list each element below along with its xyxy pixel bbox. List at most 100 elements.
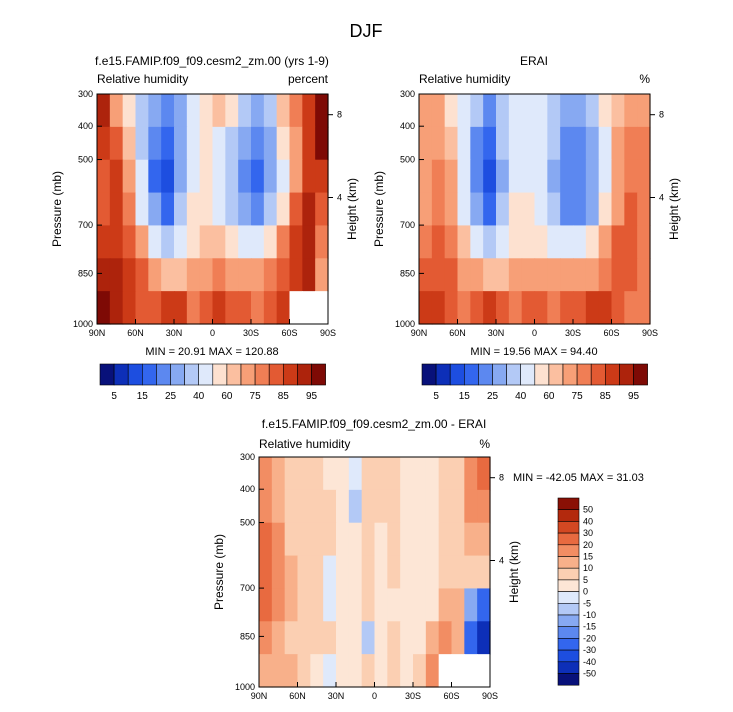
heatmap-cell — [251, 291, 265, 325]
heatmap-cell — [238, 225, 252, 259]
heatmap-cell — [297, 555, 311, 590]
y2-axis-label: Height (km) — [345, 178, 359, 240]
heatmap-cell — [425, 555, 440, 590]
heatmap-cell — [289, 192, 303, 227]
heatmap-cell — [186, 258, 201, 292]
y-tick-label: 400 — [240, 484, 255, 494]
panel-diff-right-label: % — [479, 437, 490, 451]
heatmap-cell — [521, 225, 536, 259]
heatmap-cell — [496, 258, 510, 292]
heatmap-cell — [109, 126, 124, 161]
heatmap-cell — [585, 192, 600, 227]
colorbar-erai: 5 15 25 40 60 75 85 95 — [421, 363, 648, 402]
heatmap-cell — [276, 225, 291, 259]
heatmap-cell — [624, 192, 638, 227]
heatmap-cell — [336, 621, 350, 655]
heatmap-cell — [97, 291, 111, 325]
heatmap-cell — [271, 457, 286, 491]
heatmap-cell — [425, 522, 440, 557]
heatmap-cell — [276, 291, 291, 325]
heatmap-cell — [464, 588, 478, 622]
heatmap-cell — [470, 192, 484, 227]
heatmap-cell — [263, 225, 278, 259]
heatmap-cell — [302, 225, 316, 259]
heatmap-cell — [97, 225, 111, 259]
heatmap-cell — [464, 654, 478, 688]
heatmap-cell — [521, 126, 536, 161]
colorbar-label: -15 — [583, 622, 596, 632]
heatmap-cell — [413, 522, 427, 557]
heatmap-cell — [451, 522, 465, 557]
heatmap-cell — [348, 555, 363, 590]
panel-erai-stats: MIN = 19.56 MAX = 94.40 — [470, 346, 597, 358]
heatmap-cell — [271, 654, 286, 688]
heatmap-cell — [496, 192, 510, 227]
heatmap-cell — [302, 291, 316, 325]
colorbar-swatch — [478, 363, 493, 386]
heatmap-cell — [276, 192, 291, 227]
heatmap-cell — [508, 258, 523, 292]
heatmap-cell — [547, 126, 561, 161]
heatmap-cell — [323, 588, 337, 622]
heatmap-cell — [431, 126, 446, 161]
heatmap-cell — [400, 522, 414, 557]
panel-erai-plot: 90N 60N 30N 0 30S 60S 90S 300 400 500 700 850 1000 8 4… — [372, 89, 681, 338]
heatmap-cell — [444, 126, 459, 161]
heatmap-cell — [122, 192, 137, 227]
heatmap-cell — [289, 94, 303, 128]
heatmap-cell — [419, 291, 433, 325]
y2-tick-label: 8 — [659, 110, 664, 120]
colorbar-swatch — [534, 363, 550, 386]
heatmap-cell — [585, 94, 600, 128]
heatmap-cell — [496, 126, 510, 161]
heatmap-cell — [496, 291, 510, 325]
heatmap-cell — [251, 192, 265, 227]
heatmap-cell — [289, 126, 303, 161]
y-tick-label: 850 — [240, 631, 255, 641]
heatmap-cell — [302, 159, 316, 194]
heatmap-cell — [109, 159, 124, 194]
heatmap-cell — [611, 258, 625, 292]
colorbar-swatch — [590, 363, 606, 386]
heatmap-cell — [263, 258, 278, 292]
heatmap-cell — [251, 225, 265, 259]
y-tick-label: 400 — [400, 121, 415, 131]
heatmap-cell — [425, 588, 440, 622]
heatmap-cell — [323, 457, 337, 491]
heatmap-cell — [457, 159, 471, 194]
heatmap-cell — [297, 588, 311, 622]
heatmap-cell — [374, 489, 388, 524]
colorbar-label: -40 — [583, 657, 596, 667]
colorbar-label: 60 — [543, 391, 555, 402]
colorbar-label: 40 — [515, 391, 527, 402]
heatmap-cell — [534, 126, 548, 161]
heatmap-cell — [199, 192, 214, 227]
panel-erai: ERAI Relative humidity % 90N 60N 30N 0 30S 60… — [372, 54, 681, 358]
heatmap-cell — [199, 159, 214, 194]
heatmap-cell — [361, 621, 376, 655]
heatmap-cell — [438, 621, 453, 655]
heatmap-cell — [457, 225, 471, 259]
heatmap-cell — [624, 258, 638, 292]
heatmap-cell — [451, 654, 465, 688]
heatmap-cell — [400, 654, 414, 688]
y-tick-label: 300 — [400, 89, 415, 99]
heatmap-cell — [400, 588, 414, 622]
heatmap-cell — [464, 555, 478, 590]
heatmap-cell — [310, 621, 324, 655]
heatmap-cell — [585, 291, 600, 325]
heatmap-cell — [624, 291, 638, 325]
heatmap-cell — [122, 159, 137, 194]
heatmap-cell — [598, 159, 613, 194]
heatmap-cell — [457, 192, 471, 227]
colorbar-label: 25 — [165, 391, 177, 402]
heatmap-cell — [483, 159, 497, 194]
heatmap-cell — [238, 159, 252, 194]
heatmap-cell — [238, 258, 252, 292]
x-tick-label: 30S — [405, 691, 421, 701]
colorbar-swatch — [557, 638, 580, 651]
colorbar-swatch — [548, 363, 564, 386]
heatmap-cell — [425, 457, 440, 491]
heatmap-cell — [483, 225, 497, 259]
heatmap-cell — [361, 522, 376, 557]
